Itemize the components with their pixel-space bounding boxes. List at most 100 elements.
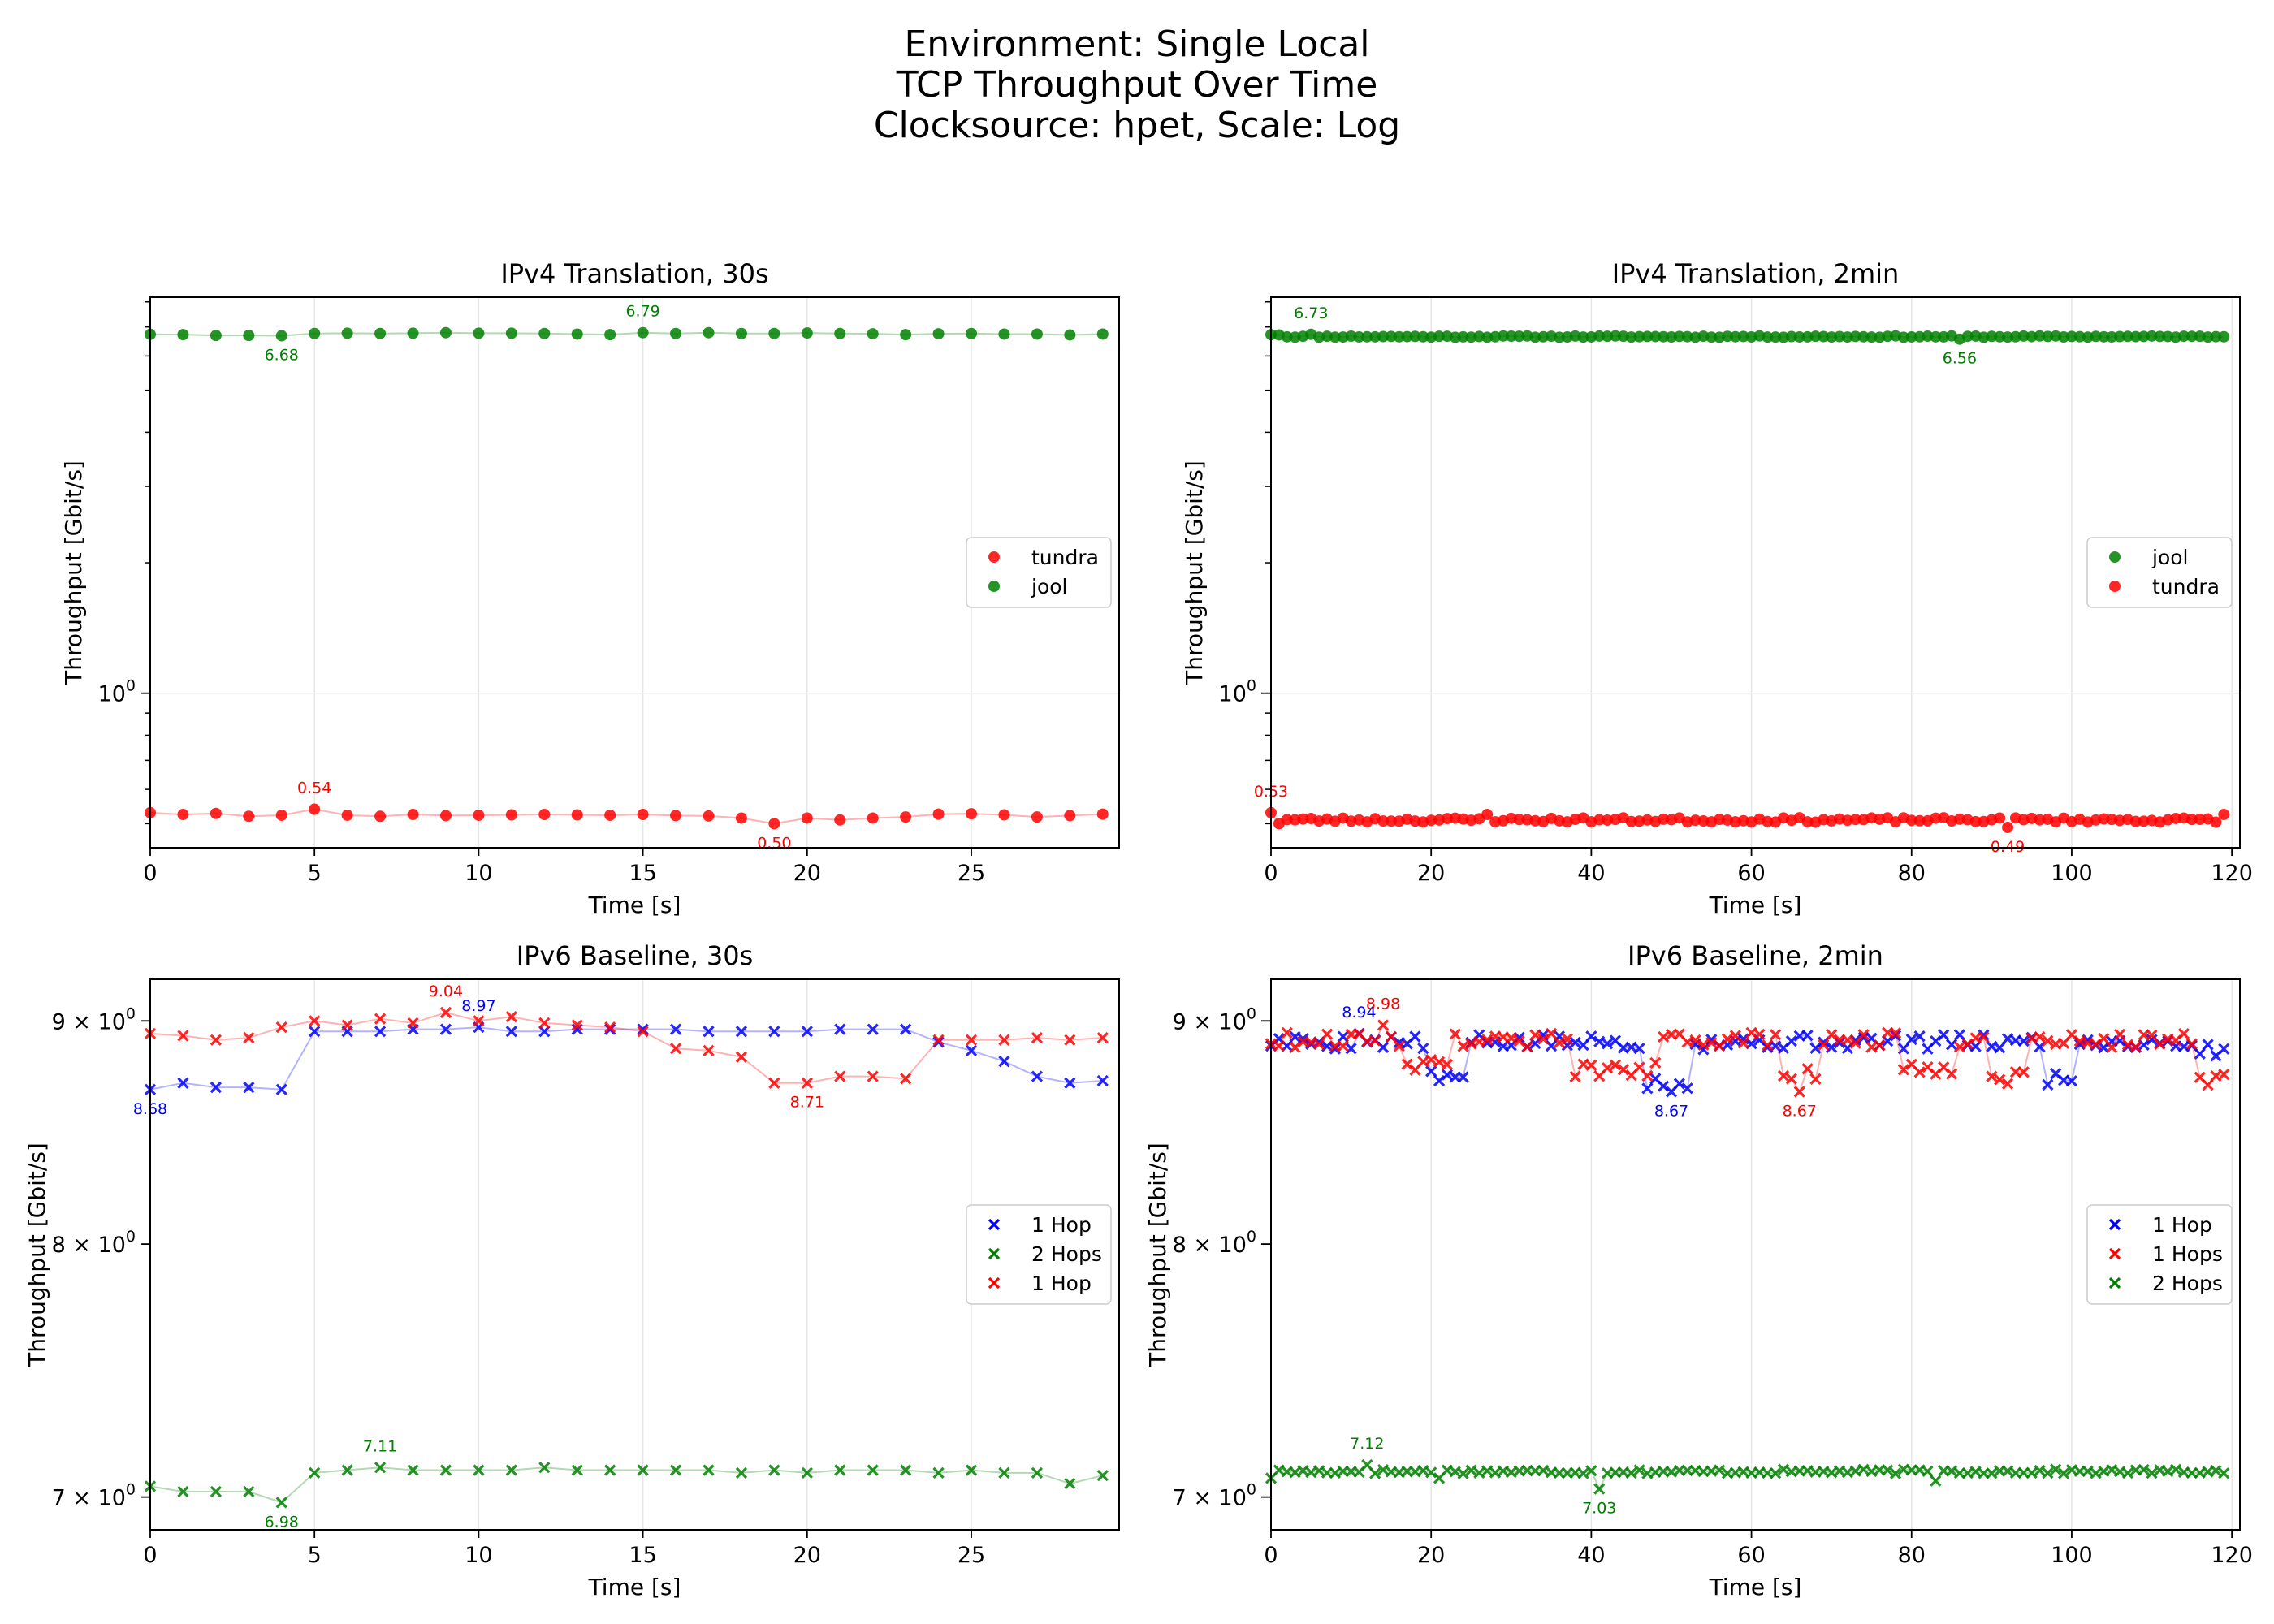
data-point [2106,1041,2118,1053]
data-label: 8.71 [790,1094,824,1112]
data-point [1593,1483,1606,1495]
data-point [2185,330,2198,343]
data-point [1401,330,1413,343]
data-point [210,1485,223,1498]
x-tick-label: 40 [1577,1543,1605,1568]
data-point [604,1023,616,1035]
axes-frame [1270,296,2241,849]
data-point [2169,1463,2182,1475]
data-point [1064,1477,1076,1490]
data-point [2042,1078,2054,1091]
data-point [1064,810,1076,822]
data-point [1617,1064,1629,1076]
subplot-title: IPv4 Translation, 30s [500,258,768,289]
series-line [149,1011,1103,1084]
data-point [1945,1068,1958,1080]
data-point [1874,1039,1886,1052]
data-point [1449,1028,1461,1040]
data-point [177,1485,189,1498]
data-point [1978,1031,1990,1043]
data-point [374,1026,387,1038]
data-point [1561,1033,1573,1045]
data-point [1064,1034,1076,1046]
data-point [604,329,616,341]
data-point [2177,330,2190,343]
series-2-hops [144,1462,1109,1509]
data-point [1986,1070,1998,1082]
data-point [1031,1031,1044,1044]
data-point [2098,1032,2110,1045]
legend-entry-label: tundra [1031,546,1099,569]
data-point [900,1023,912,1035]
legend-entry-label: 1 Hop [2152,1213,2212,1237]
data-point [1513,330,1525,343]
data-point [1529,1029,1541,1041]
data-point [1994,812,2006,824]
data-point [210,330,222,342]
y-tick-exponent: 0 [126,1228,136,1246]
y-tick-label: 9 × 100 [1173,1004,1256,1034]
data-point [932,808,945,820]
data-point [341,1019,353,1031]
data-point [1609,1059,1622,1071]
data-point [1801,816,1814,828]
data-point [571,1464,583,1476]
data-point [1457,1071,1469,1083]
legend-marker [2109,581,2121,592]
data-point [2106,1463,2118,1476]
data-point [801,812,813,824]
y-tick-exponent: 0 [1247,1481,1256,1499]
y-tick-exponent: 0 [126,1481,136,1499]
data-point [374,1462,387,1474]
data-point [2154,1038,2166,1050]
data-label: 7.12 [1350,1435,1384,1453]
data-point [1649,330,1662,343]
data-point [1865,331,1878,343]
data-point [177,809,189,821]
data-point [1905,330,1917,343]
data-point [374,1013,387,1025]
data-point [2146,1466,2158,1479]
legend-marker [988,551,1000,563]
data-point [1481,331,1494,343]
data-point [275,1497,287,1509]
data-point [867,812,879,824]
data-point [670,327,682,339]
data-point [1633,1042,1645,1055]
x-tick-label: 80 [1898,861,1926,886]
data-point [637,326,649,339]
data-point [1762,1039,1774,1052]
legend-marker [988,581,1000,592]
legend-marker [988,1218,1001,1231]
data-point [1657,1080,1670,1092]
data-point [1913,814,1926,827]
data-point [505,1026,517,1038]
data-label: 7.11 [363,1437,397,1455]
data-point [1905,1033,1917,1046]
data-point [571,1023,583,1035]
data-point [1633,1061,1645,1073]
data-point [768,1026,780,1038]
data-point [604,1464,616,1476]
data-point [2073,1035,2086,1047]
data-point [998,1466,1010,1479]
x-tick-label: 120 [2211,1543,2253,1568]
data-point [1313,1465,1325,1477]
data-point [1289,1030,1301,1043]
data-point [1849,814,1861,826]
figure-suptitle: Environment: Single Local TCP Throughput… [0,24,2274,146]
data-point [1553,331,1565,343]
data-point [1465,1038,1477,1050]
data-point [1969,815,1982,827]
data-point [1545,1027,1558,1039]
data-point [1625,1466,1637,1479]
data-point [900,811,912,823]
series-tundra [1265,806,2230,834]
data-point [1577,1467,1589,1479]
data-point [1753,1028,1766,1040]
data-point [1433,1074,1446,1087]
data-point [2202,1078,2214,1091]
data-point [1457,1467,1469,1479]
data-point [1401,1058,1413,1070]
